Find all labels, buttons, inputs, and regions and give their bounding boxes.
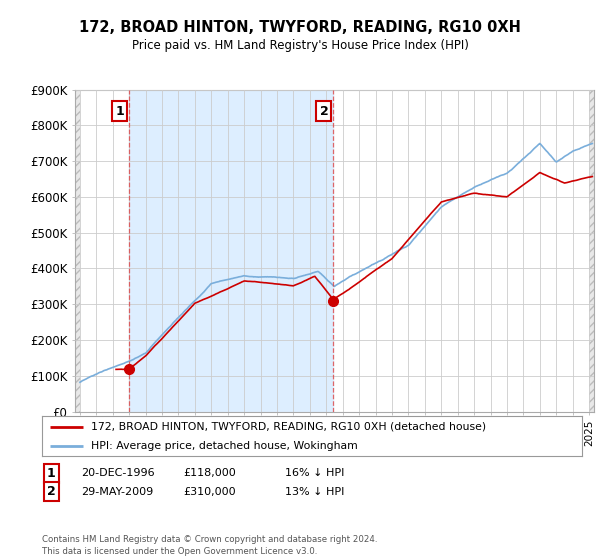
Text: 1: 1: [115, 105, 124, 118]
Text: 1: 1: [47, 466, 55, 480]
Text: 16% ↓ HPI: 16% ↓ HPI: [285, 468, 344, 478]
Text: Price paid vs. HM Land Registry's House Price Index (HPI): Price paid vs. HM Land Registry's House …: [131, 39, 469, 52]
Text: 29-MAY-2009: 29-MAY-2009: [81, 487, 153, 497]
Text: 20-DEC-1996: 20-DEC-1996: [81, 468, 155, 478]
Text: 172, BROAD HINTON, TWYFORD, READING, RG10 0XH: 172, BROAD HINTON, TWYFORD, READING, RG1…: [79, 20, 521, 35]
Text: Contains HM Land Registry data © Crown copyright and database right 2024.
This d: Contains HM Land Registry data © Crown c…: [42, 535, 377, 556]
Bar: [129, 90, 333, 412]
Text: £118,000: £118,000: [183, 468, 236, 478]
Text: HPI: Average price, detached house, Wokingham: HPI: Average price, detached house, Woki…: [91, 441, 358, 450]
Text: 172, BROAD HINTON, TWYFORD, READING, RG10 0XH (detached house): 172, BROAD HINTON, TWYFORD, READING, RG1…: [91, 422, 486, 432]
Text: 2: 2: [320, 105, 328, 118]
Text: 13% ↓ HPI: 13% ↓ HPI: [285, 487, 344, 497]
Text: £310,000: £310,000: [183, 487, 236, 497]
Text: 2: 2: [47, 485, 55, 498]
